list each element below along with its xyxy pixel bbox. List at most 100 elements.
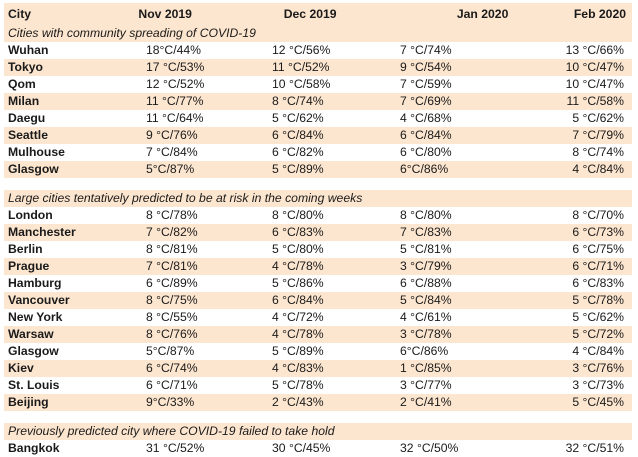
- climate-value: 6 °C/84%: [272, 293, 324, 307]
- climate-value: 12 °C/52%: [146, 77, 205, 91]
- header-month-feb-2020: Feb 2020: [573, 7, 627, 21]
- climate-value: 6 °C/71%: [572, 259, 624, 273]
- climate-value: 8 °C/78%: [146, 208, 198, 222]
- city-name: Kiev: [8, 361, 34, 375]
- climate-value: 6 °C/80%: [400, 145, 452, 159]
- table-row: Mulhouse 7 °C/84% 6 °C/82% 6 °C/80% 8 °C/74%: [4, 144, 632, 161]
- climate-value: 4 °C/84%: [572, 162, 624, 176]
- climate-value: 12 °C/56%: [272, 43, 331, 57]
- climate-value: 6°C/86%: [400, 344, 449, 358]
- climate-value: 9 °C/54%: [400, 60, 452, 74]
- climate-value: 8 °C/81%: [146, 242, 198, 256]
- climate-value: 6 °C/84%: [272, 128, 324, 142]
- climate-value: 13 °C/66%: [565, 43, 624, 57]
- climate-value: 4 °C/68%: [400, 111, 452, 125]
- climate-value: 6 °C/71%: [146, 378, 198, 392]
- table-row: Berlin 8 °C/81% 5 °C/80% 5 °C/81% 6 °C/75%: [4, 241, 632, 258]
- header-month-jan-2020: Jan 2020: [456, 7, 509, 21]
- climate-value: 8 °C/80%: [272, 208, 324, 222]
- climate-value: 6 °C/74%: [146, 361, 198, 375]
- section-spacer: [4, 178, 632, 190]
- table-row: Beijing 9°C/33% 2 °C/43% 2 °C/41% 5 °C/45%: [4, 394, 632, 411]
- climate-value: 1 °C/85%: [400, 361, 452, 375]
- climate-value: 6 °C/89%: [146, 276, 198, 290]
- city-name: Wuhan: [8, 43, 49, 57]
- header-month-nov-2019: Nov 2019: [138, 7, 192, 21]
- climate-value: 2 °C/41%: [400, 395, 452, 409]
- climate-value: 8 °C/75%: [146, 293, 198, 307]
- climate-value: 6 °C/84%: [400, 128, 452, 142]
- climate-value: 7 °C/83%: [400, 225, 452, 239]
- climate-value: 5 °C/72%: [572, 327, 624, 341]
- climate-value: 4 °C/78%: [272, 327, 324, 341]
- climate-value: 5 °C/62%: [272, 111, 324, 125]
- table-row: Milan 11 °C/77% 8 °C/74% 7 °C/69% 11 °C/58%: [4, 93, 632, 110]
- climate-value: 9 °C/76%: [146, 128, 198, 142]
- climate-value: 7 °C/69%: [400, 94, 452, 108]
- climate-value: 5 °C/86%: [272, 276, 324, 290]
- city-name: Glasgow: [8, 344, 59, 358]
- climate-value: 2 °C/43%: [272, 395, 324, 409]
- city-name: Berlin: [8, 242, 43, 256]
- climate-value: 5 °C/78%: [572, 293, 624, 307]
- table-row: Tokyo 17 °C/53% 11 °C/52% 9 °C/54% 10 °C/47%: [4, 59, 632, 76]
- climate-value: 6 °C/73%: [572, 225, 624, 239]
- table-row: Manchester 7 °C/82% 6 °C/83% 7 °C/83% 6 °C/7…: [4, 224, 632, 241]
- climate-value: 7 °C/74%: [400, 43, 452, 57]
- climate-value: 3 °C/78%: [400, 327, 452, 341]
- table-row: Daegu 11 °C/64% 5 °C/62% 4 °C/68% 5 °C/62%: [4, 110, 632, 127]
- climate-value: 5 °C/84%: [400, 293, 452, 307]
- climate-value: 6 °C/83%: [572, 276, 624, 290]
- climate-value: 5°C/87%: [146, 162, 195, 176]
- table-row: Qom 12 °C/52% 10 °C/58% 7 °C/59% 10 °C/47%: [4, 76, 632, 93]
- table-header: City Nov 2019 Dec 2019 Jan 2020 Feb 2020: [4, 3, 632, 25]
- table-row: Glasgow 5°C/87% 5 °C/89% 6°C/86% 4 °C/84%: [4, 343, 632, 360]
- city-name: Glasgow: [8, 162, 59, 176]
- table-row: St. Louis 6 °C/71% 5 °C/78% 3 °C/77% 3 °C/73…: [4, 377, 632, 394]
- climate-value: 10 °C/47%: [565, 77, 624, 91]
- climate-value: 8 °C/80%: [400, 208, 452, 222]
- climate-value: 10 °C/58%: [272, 77, 331, 91]
- section-spacer: [4, 411, 632, 423]
- climate-value: 3 °C/79%: [400, 259, 452, 273]
- city-name: New York: [8, 310, 63, 324]
- climate-value: 6 °C/83%: [272, 225, 324, 239]
- climate-value: 6 °C/82%: [272, 145, 324, 159]
- climate-value: 17 °C/53%: [146, 60, 205, 74]
- climate-value: 4 °C/78%: [272, 259, 324, 273]
- table-row: Kiev 6 °C/74% 4 °C/83% 1 °C/85% 3 °C/76%: [4, 360, 632, 377]
- section-title-row: Cities with community spreading of COVID…: [4, 25, 632, 42]
- section-title-at-risk: Large cities tentatively predicted to be…: [8, 191, 363, 205]
- city-name: Daegu: [8, 111, 46, 125]
- table-row: New York 8 °C/55% 4 °C/72% 4 °C/61% 5 °C/62%: [4, 309, 632, 326]
- climate-value: 7 °C/82%: [146, 225, 198, 239]
- climate-value: 5 °C/80%: [272, 242, 324, 256]
- city-name: Qom: [8, 77, 36, 91]
- climate-value: 3 °C/77%: [400, 378, 452, 392]
- climate-value: 10 °C/47%: [565, 60, 624, 74]
- city-name: Warsaw: [8, 327, 54, 341]
- climate-value: 6 °C/88%: [400, 276, 452, 290]
- city-name: St. Louis: [8, 378, 60, 392]
- city-name: Manchester: [8, 225, 76, 239]
- header-city: City: [8, 7, 32, 21]
- section-title-row: Large cities tentatively predicted to be…: [4, 190, 632, 207]
- climate-value: 8 °C/74%: [572, 145, 624, 159]
- climate-value: 8 °C/74%: [272, 94, 324, 108]
- climate-value: 8 °C/70%: [572, 208, 624, 222]
- climate-value: 5 °C/89%: [272, 162, 324, 176]
- city-name: Milan: [8, 94, 40, 108]
- climate-value: 11 °C/64%: [146, 111, 204, 125]
- table-row: Glasgow 5°C/87% 5 °C/89% 6°C/86% 4 °C/84%: [4, 161, 632, 178]
- table-row: London 8 °C/78% 8 °C/80% 8 °C/80% 8 °C/70%: [4, 207, 632, 224]
- climate-value: 7 °C/79%: [572, 128, 624, 142]
- climate-value: 3 °C/76%: [572, 361, 624, 375]
- table-row: Vancouver 8 °C/75% 6 °C/84% 5 °C/84% 5 °C/78…: [4, 292, 632, 309]
- climate-value: 8 °C/55%: [146, 310, 198, 324]
- city-name: Tokyo: [8, 60, 43, 74]
- climate-value: 5 °C/78%: [272, 378, 324, 392]
- climate-value: 11 °C/58%: [566, 94, 625, 108]
- climate-value: 5 °C/45%: [572, 395, 624, 409]
- climate-value: 5 °C/81%: [400, 242, 452, 256]
- city-name: Prague: [8, 259, 50, 273]
